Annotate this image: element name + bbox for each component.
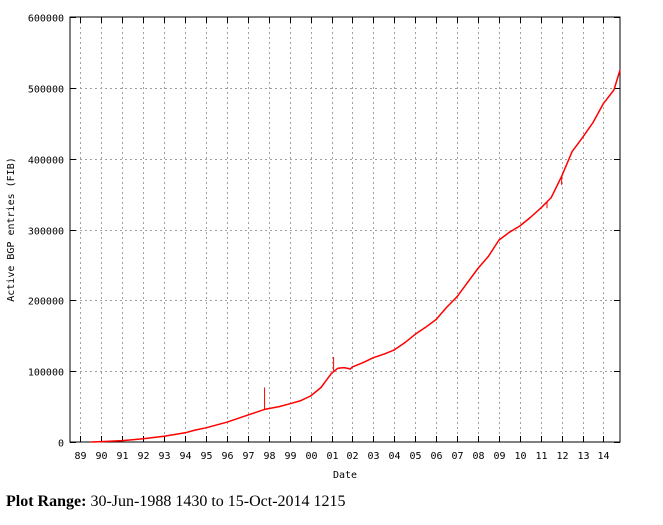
series-layer: [90, 69, 621, 443]
x-tick-label: 03: [367, 451, 379, 462]
plot-range-label: Plot Range: [6, 493, 82, 510]
x-tick-label: 94: [179, 451, 191, 462]
data-point: [477, 267, 479, 270]
data-point: [592, 121, 594, 124]
data-point: [320, 386, 322, 389]
x-tick-label: 13: [577, 451, 589, 462]
data-point: [351, 366, 353, 368]
y-axis-ticks: 0 100000 200000 300000 400000 500000 600000: [28, 14, 620, 450]
plot-frame: [69, 16, 621, 443]
y-tick-label: 200000: [28, 297, 64, 308]
x-axis-ticks: 89 90 91 92 93 94 95 96 97 98 99 00 01 02 03 04 05 06 07 08…: [74, 17, 610, 462]
x-tick-label: 04: [388, 451, 400, 462]
x-tick-label: 96: [221, 451, 233, 462]
data-point: [487, 255, 489, 257]
data-point: [393, 349, 395, 351]
bgp-chart: 0 100000 200000 300000 400000 500000 600000 89…: [6, 14, 621, 481]
data-point: [550, 197, 552, 199]
data-point: [226, 421, 228, 423]
data-point: [498, 239, 500, 241]
x-tick-label: 05: [409, 451, 421, 462]
data-point: [508, 231, 510, 233]
data-point: [446, 306, 448, 308]
x-tick-label: 99: [284, 451, 296, 462]
data-point: [613, 89, 615, 91]
data-point: [404, 342, 406, 344]
x-tick-label: 95: [200, 451, 212, 462]
x-tick-label: 07: [451, 451, 463, 462]
x-tick-label: 08: [472, 451, 484, 462]
x-tick-label: 00: [305, 451, 317, 462]
y-axis-label: Active BGP entries (FIB): [6, 157, 17, 302]
data-point: [299, 400, 301, 402]
data-point: [372, 357, 374, 359]
plot-range-caption: Plot Range: 30-Jun-1988 1430 to 15-Oct-2…: [6, 493, 346, 510]
y-tick-label: 500000: [28, 85, 64, 96]
data-point: [163, 435, 165, 437]
x-tick-label: 90: [95, 451, 107, 462]
x-tick-label: 01: [326, 451, 338, 462]
data-point: [582, 136, 584, 138]
data-point: [571, 151, 573, 153]
x-tick-label: 14: [597, 451, 609, 462]
x-tick-label: 89: [74, 451, 86, 462]
data-point: [100, 441, 102, 443]
x-axis-label: Date: [333, 470, 357, 481]
x-tick-label: 97: [242, 451, 254, 462]
data-point: [602, 102, 605, 104]
data-point: [330, 372, 333, 374]
data-point: [278, 406, 280, 408]
plot-range-value: 30-Jun-1988 1430 to 15-Oct-2014 1215: [90, 493, 346, 510]
data-point: [142, 438, 144, 440]
x-tick-label: 93: [158, 451, 170, 462]
data-point: [466, 282, 469, 284]
x-tick-label: 91: [116, 451, 128, 462]
x-tick-label: 11: [535, 451, 547, 462]
x-tick-label: 09: [493, 451, 505, 462]
data-point: [337, 367, 339, 369]
data-point: [519, 225, 521, 227]
x-tick-label: 02: [346, 451, 358, 462]
x-tick-label: 98: [263, 451, 275, 462]
data-point: [456, 296, 458, 298]
data-point: [435, 318, 437, 321]
data-point: [247, 414, 249, 416]
data-point: [121, 440, 123, 442]
x-tick-label: 92: [137, 451, 149, 462]
data-point: [529, 216, 531, 219]
x-tick-label: 10: [514, 451, 526, 462]
data-point: [90, 441, 92, 443]
data-point: [310, 395, 312, 397]
y-tick-label: 400000: [28, 156, 64, 167]
x-tick-label: 06: [430, 451, 442, 462]
x-tick-label: 12: [556, 451, 568, 462]
y-tick-label: 100000: [28, 368, 64, 379]
grid: [70, 17, 620, 442]
series-line: [90, 69, 621, 443]
y-tick-label: 0: [58, 439, 64, 450]
data-point: [343, 367, 345, 369]
data-point: [194, 429, 197, 431]
y-tick-label: 300000: [28, 227, 64, 238]
data-point: [289, 403, 291, 405]
data-point: [184, 432, 186, 434]
data-point: [414, 333, 416, 335]
data-point: [540, 207, 542, 209]
data-point: [349, 368, 351, 370]
data-point: [619, 69, 621, 71]
data-point: [362, 362, 364, 364]
data-point: [425, 326, 427, 328]
data-point: [205, 427, 207, 429]
y-tick-label: 600000: [28, 14, 64, 25]
data-point: [383, 353, 385, 355]
